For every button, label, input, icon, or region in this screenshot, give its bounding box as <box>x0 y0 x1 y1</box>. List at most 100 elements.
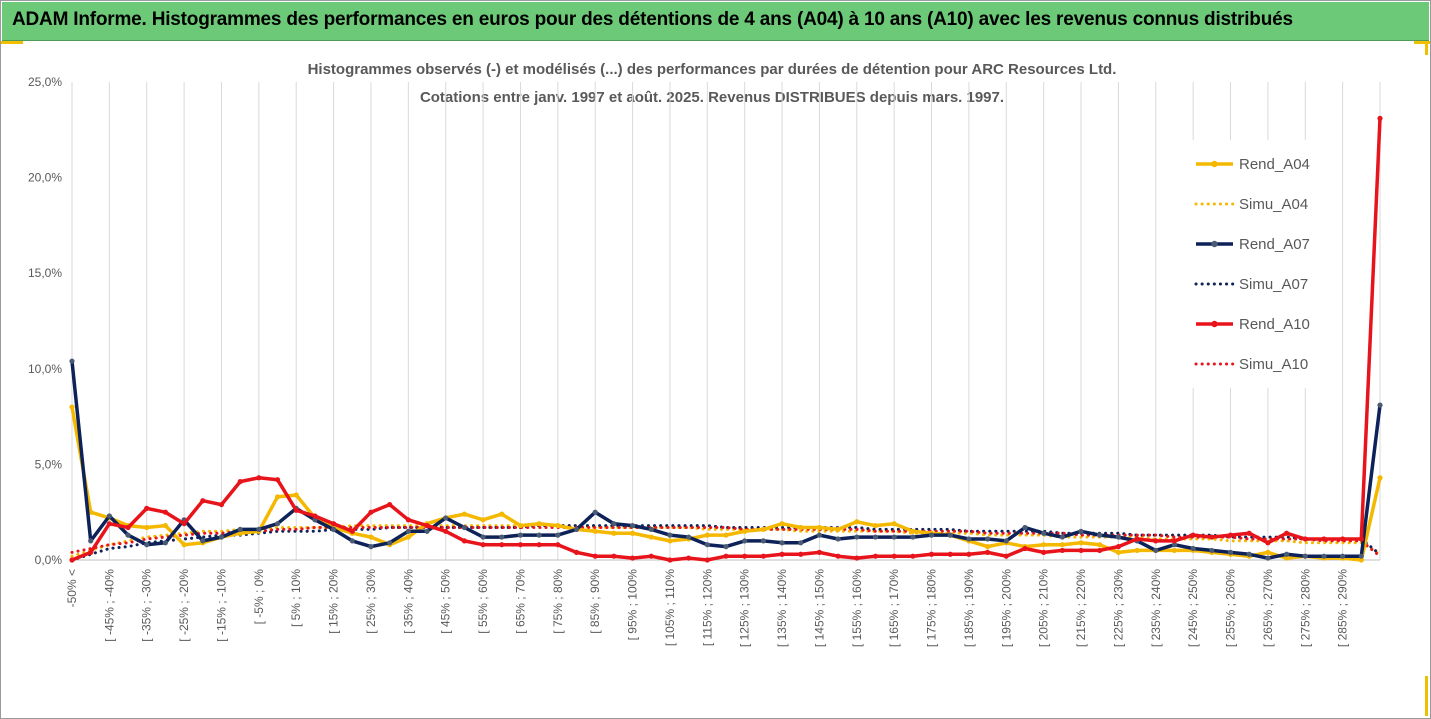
data-point-rend-a04 <box>1358 557 1364 563</box>
x-tick-label: [ 115% ; 120% <box>700 569 714 646</box>
data-point-rend-a10 <box>1227 532 1234 538</box>
data-point-rend-a04 <box>854 519 860 525</box>
data-point-rend-a04 <box>405 534 411 540</box>
data-point-rend-a07 <box>629 522 636 529</box>
data-point-rend-a10 <box>1209 534 1215 540</box>
x-tick-label: [ 25% ; 30% <box>364 569 378 634</box>
data-point-rend-a07 <box>667 532 673 538</box>
data-point-rend-a10 <box>424 522 430 529</box>
data-point-rend-a07 <box>200 538 206 544</box>
data-point-rend-a10 <box>592 553 598 559</box>
data-point-rend-a10 <box>798 551 804 557</box>
data-point-rend-a07 <box>723 544 729 550</box>
data-point-rend-a10 <box>1302 536 1308 542</box>
data-point-rend-a10 <box>1115 544 1121 550</box>
data-point-rend-a04 <box>536 521 542 527</box>
legend-label-rend-a04: Rend_A04 <box>1239 156 1310 173</box>
data-point-rend-a10 <box>88 549 94 555</box>
data-point-rend-a10 <box>274 477 281 483</box>
data-point-rend-a10 <box>611 553 617 559</box>
data-point-rend-a04 <box>1115 549 1121 555</box>
x-tick-label: [ 75% ; 80% <box>551 569 565 634</box>
data-point-rend-a10 <box>443 528 449 534</box>
x-tick-label: [ 135% ; 140% <box>775 569 789 647</box>
data-point-rend-a10 <box>218 501 225 508</box>
data-point-rend-a10 <box>499 542 505 548</box>
series-line-rend-a07 <box>70 359 1382 560</box>
chart-subtitle: Cotations entre janv. 1997 et août. 2025… <box>420 89 1004 106</box>
data-point-rend-a07 <box>1227 549 1234 555</box>
x-tick-label: [ 265% ; 270% <box>1261 569 1275 647</box>
data-point-rend-a10 <box>144 505 150 511</box>
data-point-rend-a07 <box>1340 553 1346 559</box>
data-point-rend-a10 <box>891 553 897 559</box>
x-tick-label: [ -5% ; 0% <box>252 569 266 625</box>
data-point-rend-a04 <box>667 538 673 544</box>
data-point-rend-a04 <box>1377 475 1383 481</box>
data-point-rend-a10 <box>1283 530 1290 536</box>
data-point-rend-a04 <box>835 526 841 533</box>
data-point-rend-a10 <box>667 557 673 563</box>
data-point-rend-a04 <box>798 524 804 531</box>
x-tick-label: [ 285% ; 290% <box>1336 569 1350 647</box>
data-point-rend-a10 <box>1246 530 1252 536</box>
data-point-rend-a07 <box>947 532 953 538</box>
x-tick-label: [ 155% ; 160% <box>850 569 864 647</box>
data-point-rend-a04 <box>704 532 710 538</box>
data-point-rend-a07 <box>742 538 748 544</box>
data-point-rend-a10 <box>1134 536 1140 542</box>
data-point-rend-a04 <box>723 532 729 538</box>
legend-label-rend-a07: Rend_A07 <box>1239 236 1310 253</box>
data-point-rend-a10 <box>686 555 692 561</box>
data-point-rend-a04 <box>910 528 916 534</box>
data-point-rend-a10 <box>331 521 337 527</box>
data-point-rend-a04 <box>480 517 486 523</box>
data-point-rend-a10 <box>723 553 729 559</box>
x-tick-label: [ 125% ; 130% <box>738 569 752 647</box>
x-tick-label: [ 205% ; 210% <box>1037 569 1051 647</box>
data-point-rend-a10 <box>461 538 467 544</box>
data-point-rend-a10 <box>760 553 766 559</box>
data-point-rend-a10 <box>536 542 542 548</box>
data-point-rend-a04 <box>872 522 879 529</box>
data-point-rend-a07 <box>368 544 374 550</box>
data-point-rend-a07 <box>573 526 580 533</box>
x-tick-label: [ 15% ; 20% <box>327 569 341 634</box>
data-point-rend-a04 <box>592 528 598 534</box>
legend-marker-rend-a10 <box>1211 320 1218 328</box>
y-tick-label: 15,0% <box>28 266 62 280</box>
data-point-rend-a04 <box>555 522 561 529</box>
page-title: ADAM Informe. Histogrammes des performan… <box>12 9 1293 30</box>
x-tick-label: [ 235% ; 240% <box>1149 569 1163 647</box>
data-point-rend-a04 <box>274 494 281 500</box>
data-point-rend-a07 <box>88 538 94 544</box>
data-point-rend-a07 <box>536 532 542 538</box>
x-tick-label: [ -45% ; -40% <box>102 569 116 642</box>
x-tick-label: [ 65% ; 70% <box>513 569 527 634</box>
data-point-rend-a07 <box>872 534 879 540</box>
data-point-rend-a07 <box>611 521 617 527</box>
data-point-rend-a10 <box>405 517 411 523</box>
data-point-rend-a07 <box>592 509 598 515</box>
data-point-rend-a10 <box>966 551 972 557</box>
data-point-rend-a04 <box>1078 540 1084 546</box>
x-tick-label: [ -15% ; -10% <box>214 569 228 642</box>
series-line-simu-a10 <box>70 526 1382 558</box>
data-point-rend-a07 <box>349 538 355 544</box>
x-tick-label: [ 55% ; 60% <box>476 569 490 634</box>
legend-label-simu-a07: Simu_A07 <box>1239 276 1308 293</box>
data-point-rend-a07 <box>1321 553 1327 559</box>
data-point-rend-a10 <box>985 549 991 555</box>
x-tick-label: [ 105% ; 110% <box>663 569 677 646</box>
data-point-rend-a10 <box>517 542 524 548</box>
y-tick-label: 0,0% <box>35 553 63 567</box>
data-point-rend-a10 <box>1377 115 1383 121</box>
data-point-rend-a07 <box>256 526 262 533</box>
y-tick-label: 25,0% <box>28 75 62 89</box>
x-tick-label: [ -35% ; -30% <box>140 569 154 642</box>
data-point-rend-a04 <box>517 522 524 529</box>
data-point-rend-a04 <box>629 530 636 536</box>
x-tick-label: [ 45% ; 50% <box>439 569 453 634</box>
data-point-rend-a10 <box>835 553 841 559</box>
data-point-rend-a07 <box>331 526 337 533</box>
